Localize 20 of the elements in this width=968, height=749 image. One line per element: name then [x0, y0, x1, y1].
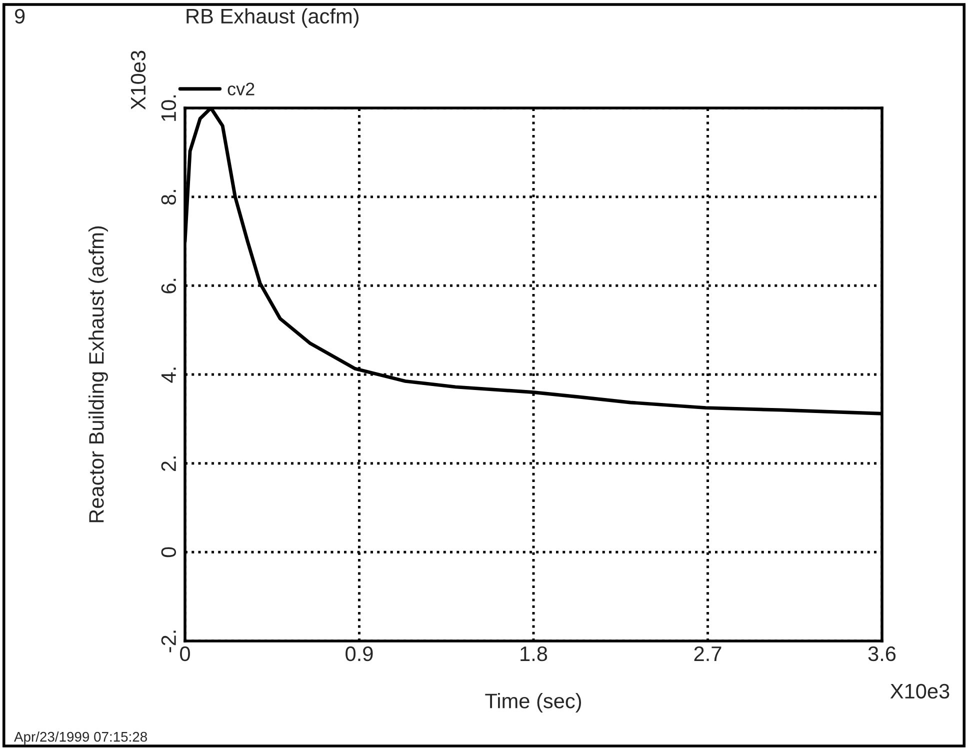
x-tick-label: 1.8: [520, 646, 548, 662]
y-axis-title: Reactor Building Exhaust (acfm): [88, 226, 108, 522]
x-tick-label: 2.7: [694, 646, 722, 661]
x-tick-label: 0: [180, 646, 190, 662]
y-tick-label: 8.: [161, 190, 176, 205]
y-tick-label: 6.: [161, 278, 176, 294]
y-tick-label: 4.: [161, 368, 176, 383]
text: X10e3: [130, 50, 146, 110]
x-axis-title: Time (sec): [485, 693, 582, 712]
y-tick-label: -2.: [161, 630, 176, 652]
y-tick-label: 10.: [161, 95, 176, 121]
text: 9: [14, 8, 25, 24]
text: X10e3: [890, 684, 950, 699]
chart-title: RB Exhaust (acfm): [186, 8, 359, 28]
x-tick-label: 3.6: [868, 646, 896, 662]
legend-label: cv2: [228, 82, 254, 96]
x-tick-label: 0.9: [346, 646, 373, 662]
y-tick-label: 0: [161, 547, 176, 558]
text: Apr/23/1999 07:15:28: [14, 732, 147, 744]
y-tick-label: 2.: [161, 456, 176, 471]
